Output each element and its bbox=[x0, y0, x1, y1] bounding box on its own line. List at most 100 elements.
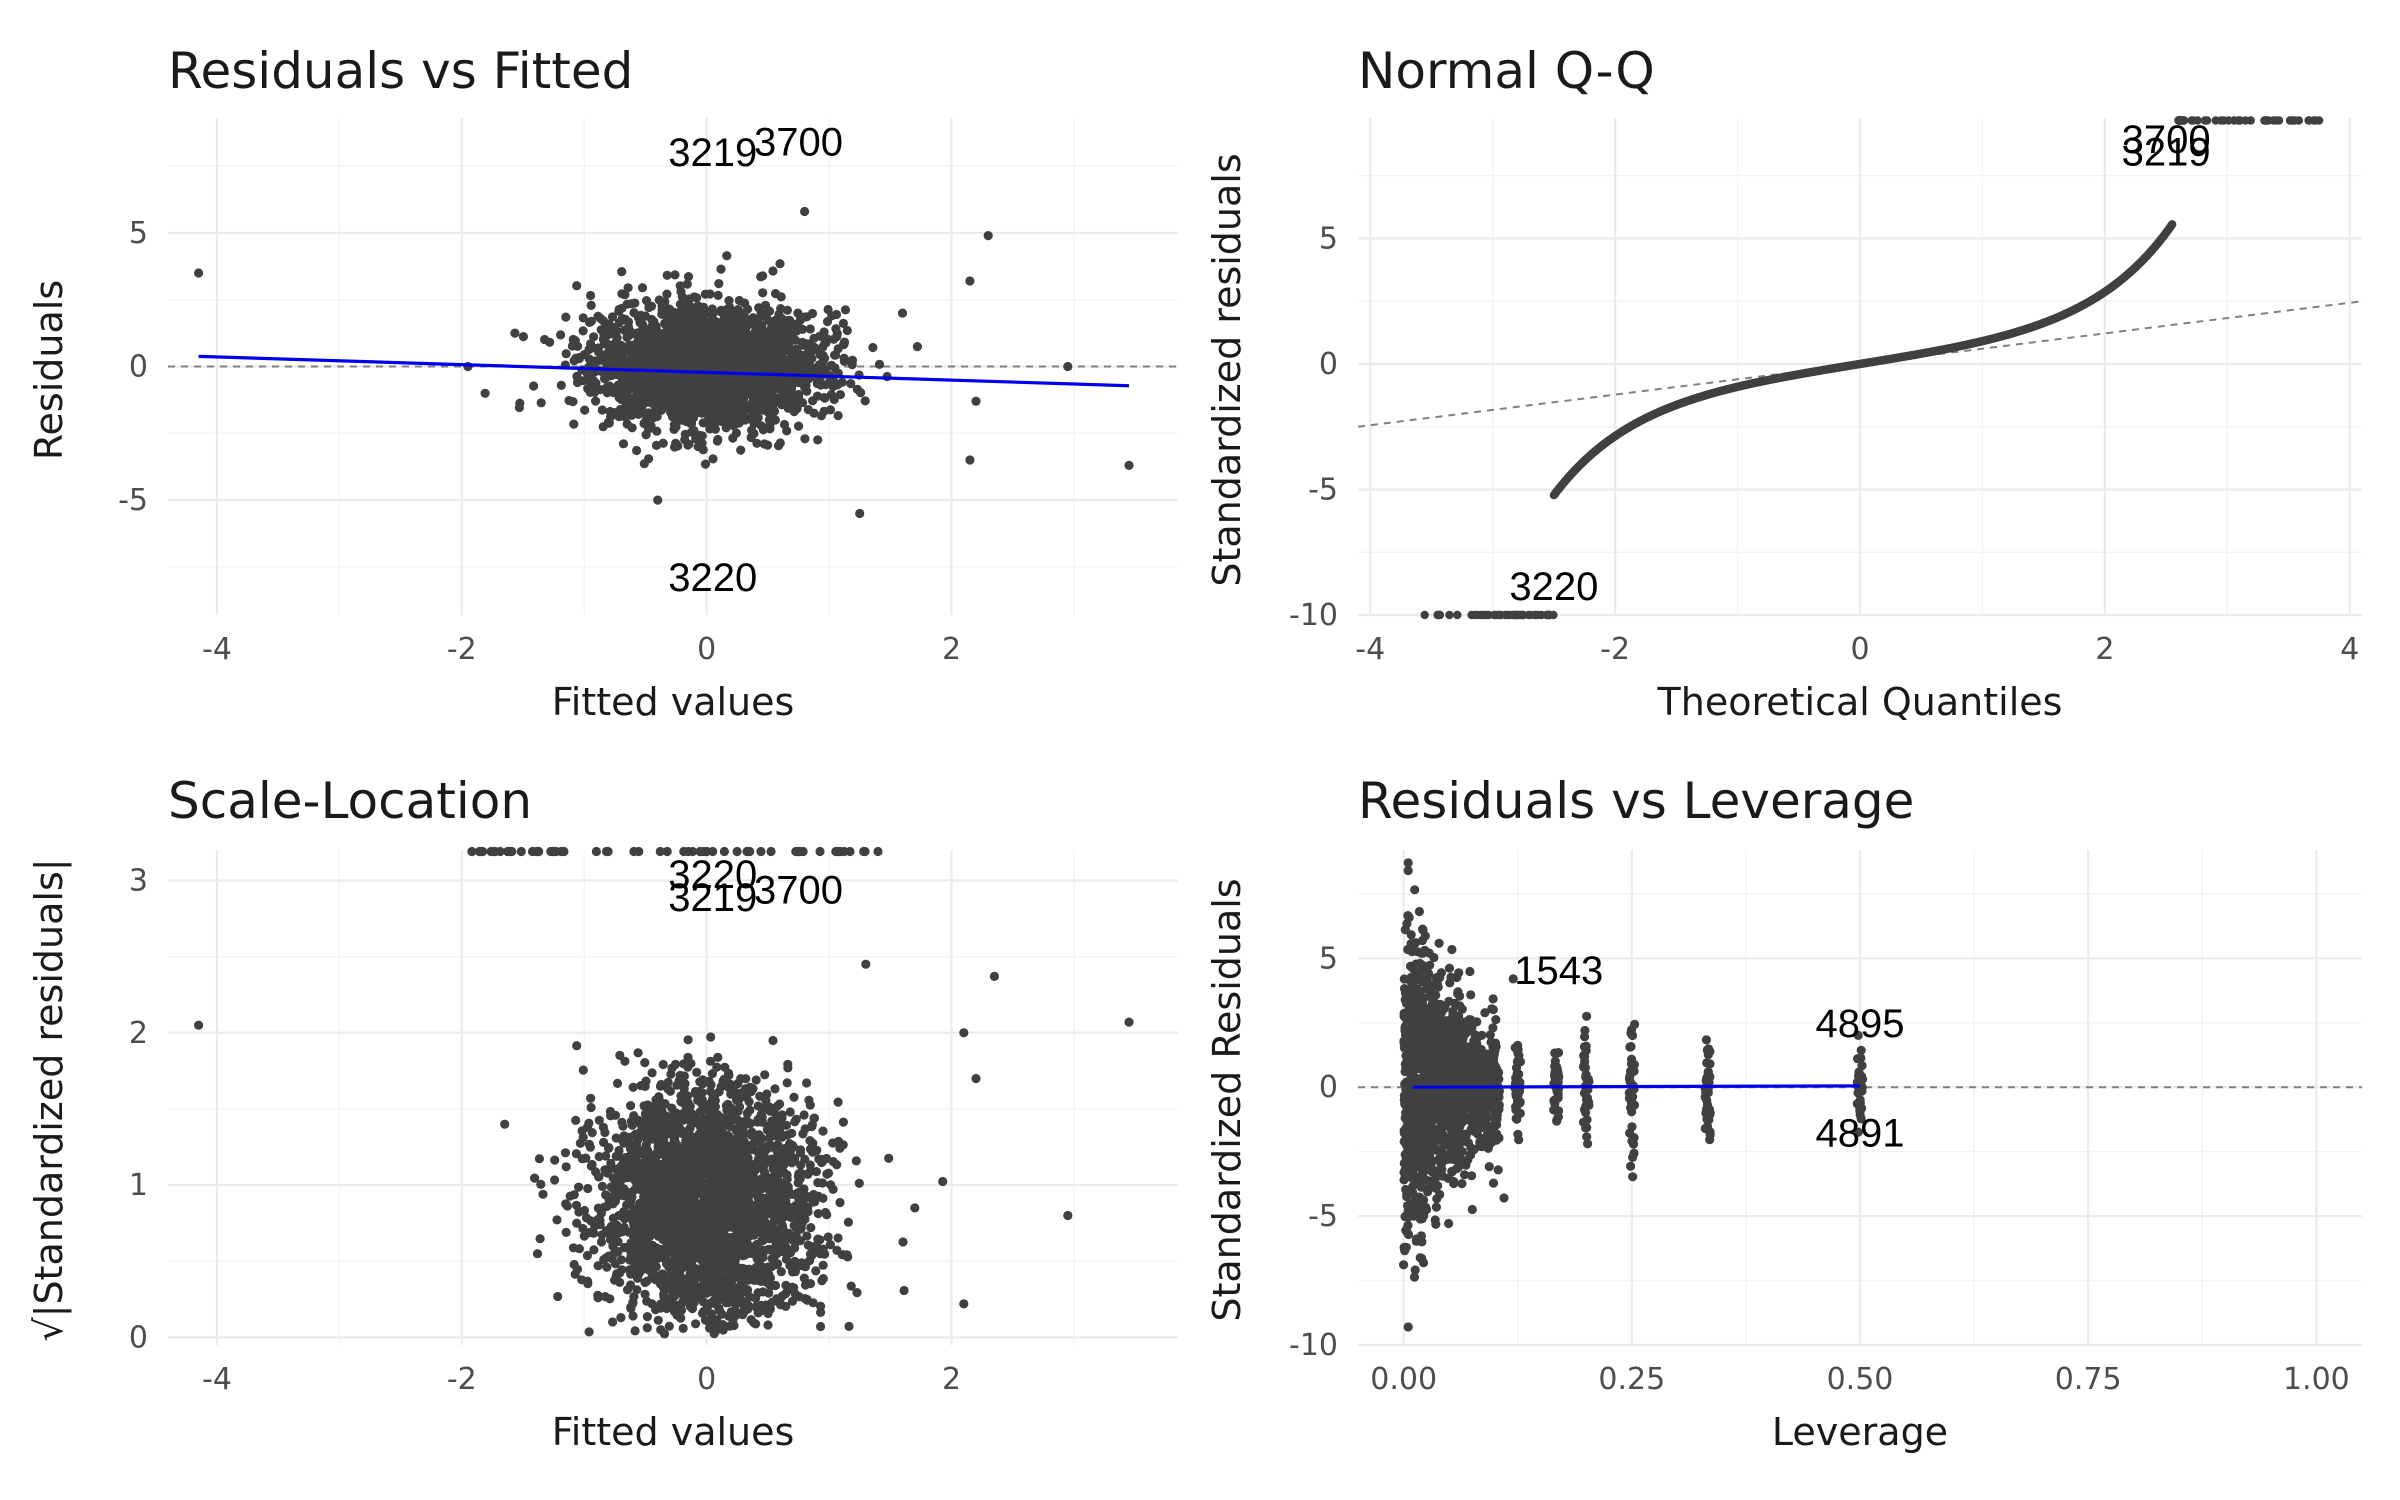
data-point bbox=[733, 385, 743, 395]
data-point bbox=[860, 396, 870, 406]
data-point bbox=[815, 331, 825, 341]
data-point bbox=[647, 370, 657, 380]
data-point bbox=[1453, 610, 1462, 620]
data-point bbox=[1479, 610, 1488, 620]
data-point bbox=[640, 1058, 650, 1068]
data-point bbox=[571, 1115, 581, 1125]
data-point bbox=[708, 319, 718, 329]
data-point bbox=[752, 438, 762, 448]
data-point bbox=[556, 380, 566, 390]
data-point bbox=[583, 1276, 593, 1286]
data-point bbox=[579, 350, 589, 360]
data-point bbox=[775, 259, 785, 269]
data-point bbox=[2217, 116, 2226, 125]
data-point bbox=[670, 352, 680, 362]
data-point bbox=[617, 267, 627, 277]
data-point bbox=[550, 1155, 560, 1165]
data-point bbox=[713, 1052, 723, 1062]
data-point bbox=[808, 363, 818, 373]
data-point bbox=[852, 384, 862, 394]
data-point bbox=[635, 318, 645, 328]
x-axis-title: Theoretical Quantiles bbox=[1657, 680, 2063, 724]
data-point bbox=[763, 440, 773, 450]
plot-area bbox=[1357, 116, 2363, 620]
data-point bbox=[758, 337, 768, 348]
data-point bbox=[607, 312, 618, 322]
data-point bbox=[738, 337, 749, 347]
data-point bbox=[672, 1080, 682, 1090]
data-point bbox=[194, 268, 204, 278]
data-point bbox=[665, 376, 675, 386]
point-label: 3700 bbox=[754, 120, 843, 164]
data-point bbox=[601, 320, 612, 330]
data-point bbox=[719, 360, 729, 370]
y-axis-title: Residuals bbox=[27, 280, 71, 460]
data-point bbox=[569, 356, 579, 366]
data-point bbox=[773, 441, 784, 451]
data-point bbox=[581, 1153, 591, 1163]
data-point bbox=[842, 325, 852, 336]
data-point bbox=[637, 283, 648, 293]
x-tick-label: -2 bbox=[447, 632, 477, 667]
data-point bbox=[1472, 610, 1481, 620]
data-point bbox=[568, 397, 578, 407]
data-point bbox=[651, 321, 661, 331]
data-point bbox=[719, 314, 729, 324]
data-point bbox=[795, 1145, 806, 1155]
data-point bbox=[671, 311, 682, 321]
data-point bbox=[965, 455, 975, 465]
data-point bbox=[781, 329, 791, 340]
data-point bbox=[811, 1167, 822, 1177]
data-point bbox=[724, 296, 734, 306]
data-point bbox=[2311, 116, 2320, 125]
data-point bbox=[627, 423, 637, 433]
data-point bbox=[767, 397, 777, 407]
data-point bbox=[816, 380, 826, 390]
data-point bbox=[819, 393, 829, 403]
data-point bbox=[823, 1232, 833, 1242]
data-point bbox=[755, 1091, 765, 1101]
data-point bbox=[738, 356, 748, 366]
data-point bbox=[729, 421, 739, 431]
data-point bbox=[807, 353, 817, 364]
x-tick-label: 0 bbox=[697, 1362, 716, 1397]
data-point bbox=[713, 290, 723, 300]
data-point bbox=[658, 356, 668, 366]
data-point bbox=[965, 276, 975, 286]
data-point bbox=[682, 279, 692, 289]
data-point bbox=[793, 348, 804, 359]
data-point bbox=[730, 363, 740, 373]
data-point bbox=[751, 338, 761, 348]
data-point bbox=[756, 272, 766, 282]
data-point bbox=[776, 292, 786, 302]
data-point bbox=[591, 378, 601, 388]
data-point bbox=[720, 1062, 730, 1072]
data-point bbox=[766, 408, 776, 418]
data-point bbox=[708, 388, 719, 398]
y-tick-label: 0 bbox=[129, 1320, 148, 1355]
data-point bbox=[618, 439, 629, 449]
data-point bbox=[816, 411, 827, 421]
data-point bbox=[628, 1082, 638, 1092]
data-point bbox=[626, 1280, 636, 1290]
x-tick-label: 2 bbox=[2095, 632, 2114, 667]
data-point bbox=[818, 1126, 828, 1136]
data-point bbox=[622, 386, 633, 396]
data-point bbox=[833, 1233, 843, 1243]
x-tick-label: -4 bbox=[1355, 632, 1385, 667]
y-tick-label: -10 bbox=[1289, 598, 1338, 633]
data-point bbox=[760, 1070, 770, 1080]
data-point bbox=[593, 343, 604, 353]
data-point bbox=[835, 390, 846, 400]
y-tick-label: 0 bbox=[129, 350, 148, 385]
data-point bbox=[595, 313, 606, 324]
data-point bbox=[670, 270, 680, 280]
data-point bbox=[514, 402, 525, 413]
data-point bbox=[758, 288, 768, 298]
data-point bbox=[631, 408, 641, 418]
data-point bbox=[647, 314, 657, 325]
data-point bbox=[983, 231, 993, 241]
data-point bbox=[820, 353, 830, 363]
data-point bbox=[653, 495, 663, 505]
